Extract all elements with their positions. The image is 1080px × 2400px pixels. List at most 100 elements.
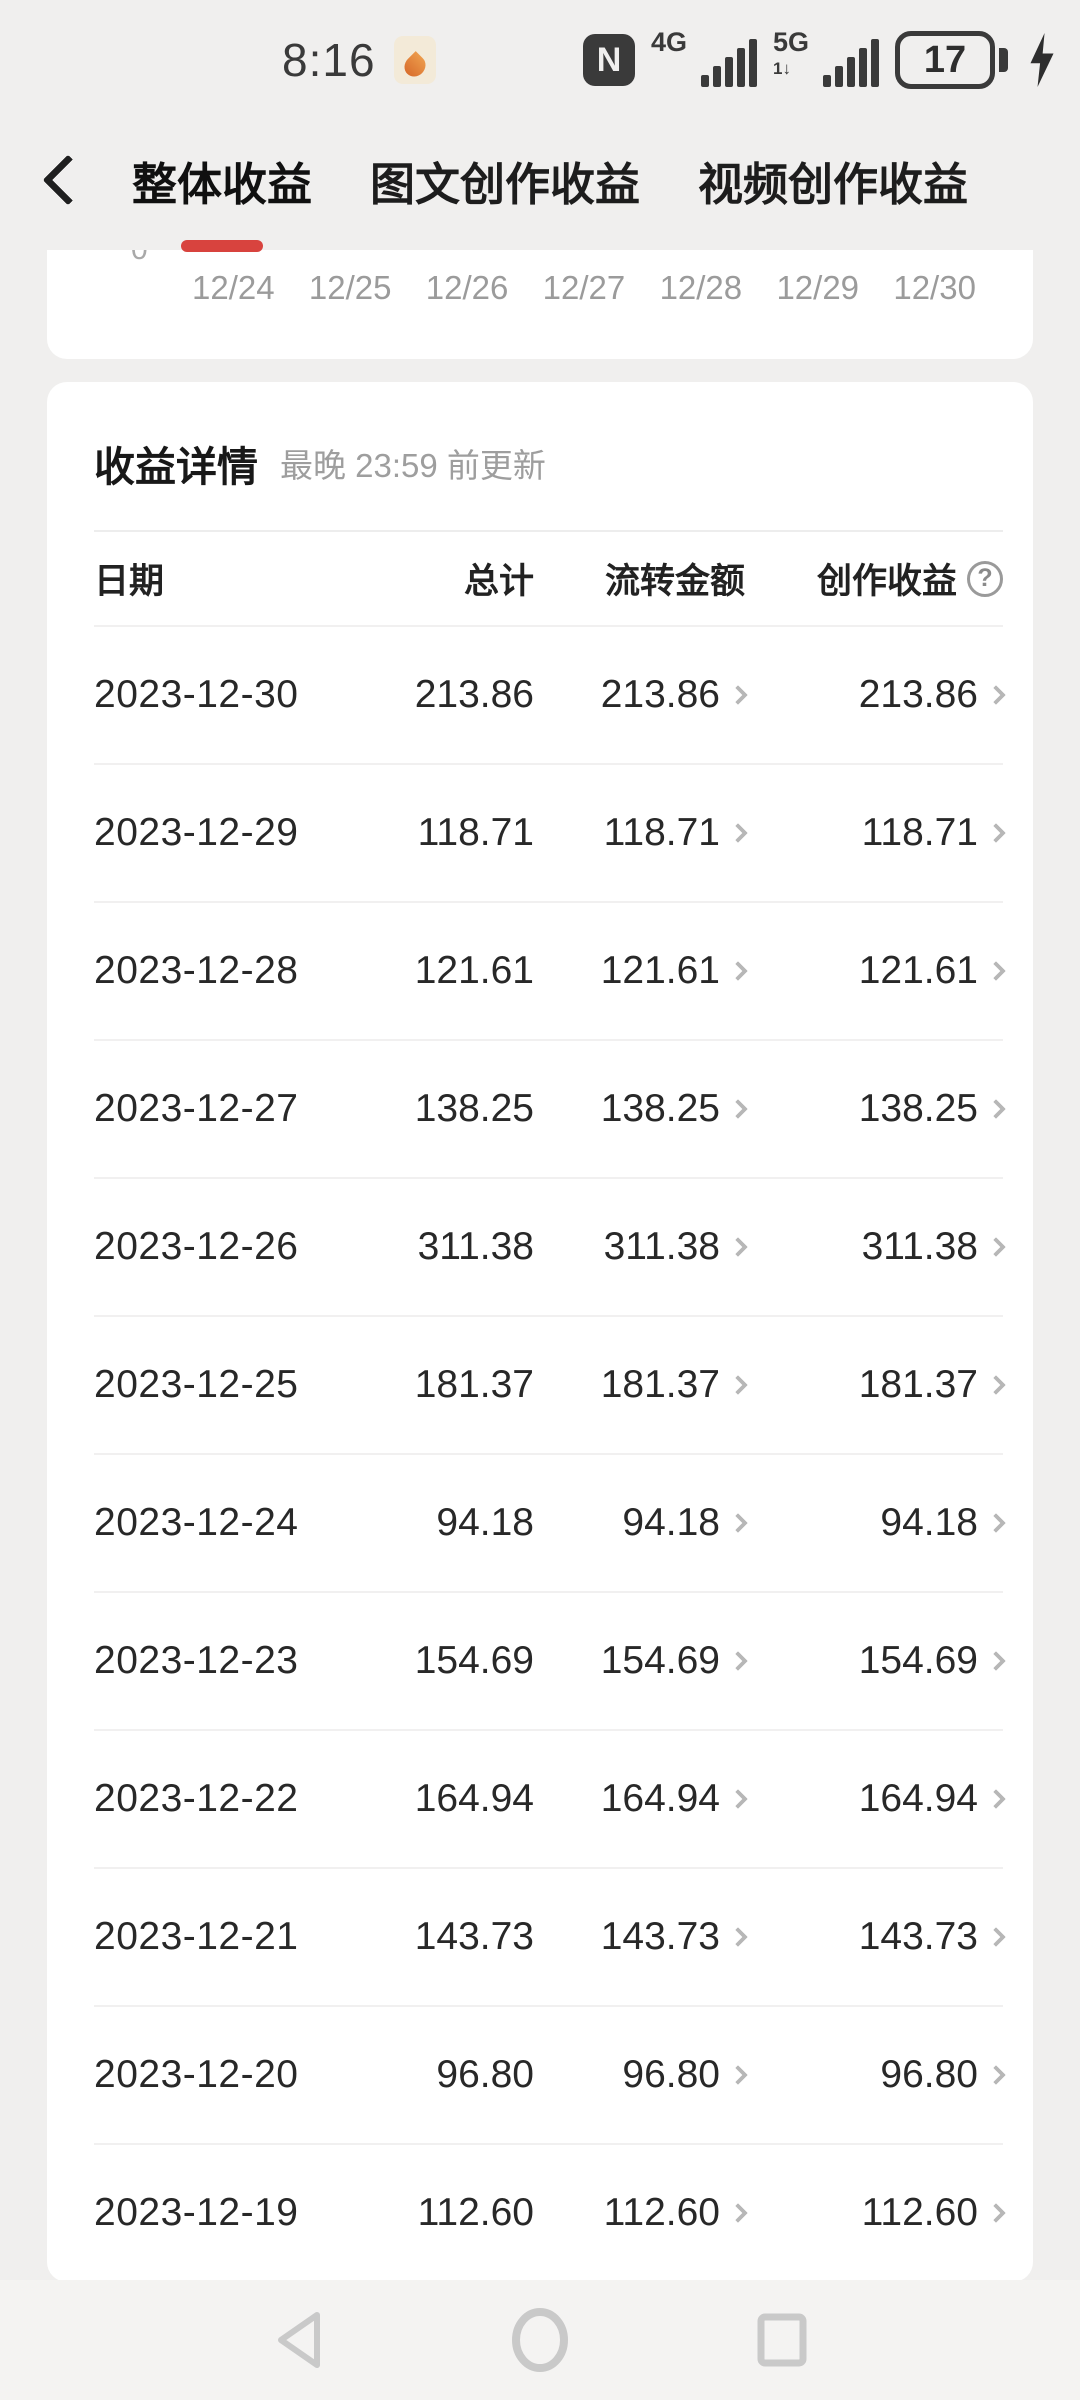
row-transfer-link[interactable]: 181.37: [601, 1363, 748, 1407]
chevron-right-icon: [728, 2065, 748, 2085]
row-creation-link[interactable]: 118.71: [862, 811, 1006, 855]
card-header: 收益详情 最晚 23:59 前更新: [94, 382, 1003, 530]
chevron-right-icon: [986, 2065, 1006, 2085]
tab-bar: 整体收益 图文创作收益 视频创作收益: [0, 110, 1080, 250]
row-creation-link[interactable]: 213.86: [859, 673, 1006, 717]
column-header-transfer: 流转金额: [604, 562, 745, 601]
row-transfer-link[interactable]: 94.18: [622, 1501, 748, 1545]
signal-4g-icon: 4G: [651, 27, 757, 89]
row-date: 2023-12-19: [94, 2191, 299, 2234]
row-transfer-link[interactable]: 118.71: [604, 811, 748, 855]
row-date: 2023-12-29: [94, 811, 299, 854]
row-creation-link[interactable]: 96.80: [880, 2053, 1006, 2097]
row-total: 112.60: [417, 2191, 534, 2234]
row-total: 138.25: [414, 1087, 534, 1130]
row-total: 96.80: [436, 2053, 534, 2096]
chevron-right-icon: [728, 685, 748, 705]
axis-date-label: 12/29: [776, 269, 860, 306]
nav-back-button[interactable]: [267, 2307, 329, 2373]
table-header-row: 日期 总计 流转金额 创作收益 ?: [94, 530, 1003, 625]
column-header-total: 总计: [463, 562, 534, 601]
row-transfer-link[interactable]: 213.86: [601, 673, 748, 717]
nav-back-triangle-icon: [278, 2312, 320, 2368]
table-row: 2023-12-22 164.94 164.94 164.94: [94, 1729, 1006, 1867]
chart-x-axis-labels: 12/24 12/25 12/26 12/27 12/28 12/29 12/3…: [192, 269, 976, 307]
row-creation-link[interactable]: 121.61: [859, 949, 1006, 993]
table-row: 2023-12-20 96.80 96.80 96.80: [94, 2005, 1006, 2143]
row-creation-link[interactable]: 164.94: [859, 1777, 1006, 1821]
chevron-right-icon: [986, 685, 1006, 705]
chart-strip-card: 0 12/24 12/25 12/26 12/27 12/28 12/29 12…: [47, 250, 1033, 359]
table-row: 2023-12-29 118.71 118.71 118.71: [94, 763, 1006, 901]
row-transfer-link[interactable]: 96.80: [622, 2053, 748, 2097]
help-question-icon[interactable]: ?: [967, 560, 1003, 597]
row-date: 2023-12-30: [94, 673, 299, 716]
table-row: 2023-12-27 138.25 138.25 138.25: [94, 1039, 1006, 1177]
chevron-right-icon: [986, 1375, 1006, 1395]
row-transfer-link[interactable]: 138.25: [601, 1087, 748, 1131]
row-transfer-link[interactable]: 311.38: [604, 1225, 748, 1269]
row-creation-link[interactable]: 181.37: [859, 1363, 1006, 1407]
axis-date-label: 12/25: [308, 269, 392, 306]
update-note: 最晚 23:59 前更新: [280, 447, 546, 484]
row-transfer-link[interactable]: 154.69: [601, 1639, 748, 1683]
column-header-creation: 创作收益 ?: [817, 553, 1003, 604]
chevron-right-icon: [986, 1513, 1006, 1533]
row-creation-link[interactable]: 154.69: [859, 1639, 1006, 1683]
tab-video-earnings[interactable]: 视频创作收益: [698, 158, 969, 210]
row-date: 2023-12-21: [94, 1915, 299, 1958]
chevron-right-icon: [986, 1099, 1006, 1119]
row-total: 213.86: [414, 673, 534, 716]
row-date: 2023-12-27: [94, 1087, 299, 1130]
chevron-right-icon: [986, 1927, 1006, 1947]
earnings-table-body: 2023-12-30 213.86 213.86 213.86 2023-12-…: [94, 625, 1006, 2281]
earnings-detail-card: 收益详情 最晚 23:59 前更新 日期 总计 流转金额 创作收益 ? 2023…: [47, 382, 1033, 2282]
row-date: 2023-12-25: [94, 1363, 299, 1406]
nav-recents-square-icon: [757, 2313, 807, 2367]
row-transfer-link[interactable]: 121.61: [601, 949, 748, 993]
axis-date-label: 12/28: [659, 269, 743, 306]
back-chevron-icon: [42, 154, 94, 206]
row-date: 2023-12-20: [94, 2053, 299, 2096]
table-row: 2023-12-19 112.60 112.60 112.60: [94, 2143, 1006, 2281]
column-header-date: 日期: [94, 562, 165, 601]
status-bar: 8:16 N 4G 5G 1↓ 17: [0, 0, 1080, 110]
chevron-right-icon: [986, 1651, 1006, 1671]
row-creation-link[interactable]: 311.38: [862, 1225, 1006, 1269]
axis-date-label: 12/30: [893, 269, 976, 306]
signal-5g-icon: 5G 1↓: [773, 27, 879, 89]
nav-home-button[interactable]: [509, 2307, 571, 2373]
chevron-right-icon: [986, 961, 1006, 981]
chart-y-axis-label: 0: [131, 250, 148, 267]
row-transfer-link[interactable]: 112.60: [604, 2191, 748, 2235]
charging-bolt-icon: [1030, 33, 1054, 87]
row-total: 143.73: [414, 1915, 534, 1958]
tab-overall-earnings[interactable]: 整体收益: [132, 110, 312, 250]
table-row: 2023-12-25 181.37 181.37 181.37: [94, 1315, 1006, 1453]
tab-article-earnings[interactable]: 图文创作收益: [370, 158, 641, 210]
chevron-right-icon: [728, 1651, 748, 1671]
row-transfer-link[interactable]: 164.94: [601, 1777, 748, 1821]
chevron-right-icon: [728, 1513, 748, 1533]
android-nav-bar: [0, 2280, 1080, 2400]
nav-recents-button[interactable]: [751, 2307, 813, 2373]
row-transfer-link[interactable]: 143.73: [601, 1915, 748, 1959]
row-total: 154.69: [414, 1639, 534, 1682]
row-date: 2023-12-23: [94, 1639, 299, 1682]
row-creation-link[interactable]: 94.18: [880, 1501, 1006, 1545]
table-row: 2023-12-24 94.18 94.18 94.18: [94, 1453, 1006, 1591]
row-creation-link[interactable]: 112.60: [862, 2191, 1006, 2235]
row-date: 2023-12-26: [94, 1225, 299, 1268]
row-date: 2023-12-22: [94, 1777, 299, 1820]
card-title: 收益详情: [94, 444, 258, 490]
table-row: 2023-12-21 143.73 143.73 143.73: [94, 1867, 1006, 2005]
row-total: 181.37: [414, 1363, 534, 1406]
row-creation-link[interactable]: 138.25: [859, 1087, 1006, 1131]
row-creation-link[interactable]: 143.73: [859, 1915, 1006, 1959]
axis-date-label: 12/26: [425, 269, 509, 306]
chevron-right-icon: [728, 1237, 748, 1257]
back-button[interactable]: [42, 110, 104, 250]
row-date: 2023-12-24: [94, 1501, 299, 1544]
table-row: 2023-12-28 121.61 121.61 121.61: [94, 901, 1006, 1039]
axis-date-label: 12/24: [192, 269, 275, 306]
